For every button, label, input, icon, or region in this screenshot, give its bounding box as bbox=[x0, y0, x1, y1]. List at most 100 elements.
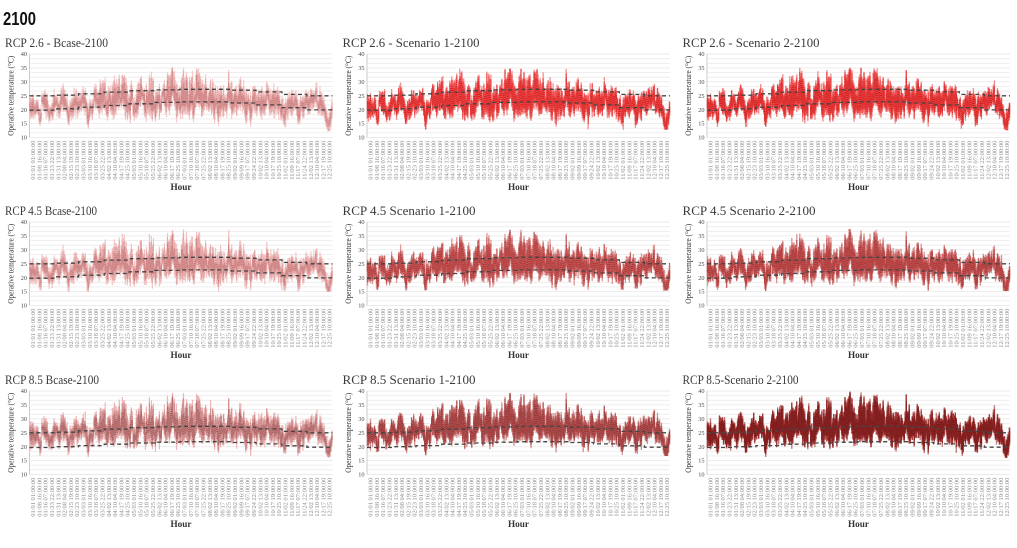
svg-text:02/08 04:00:00: 02/08 04:00:00 bbox=[63, 141, 69, 180]
svg-text:03/10 16:00:00: 03/10 16:00:00 bbox=[88, 309, 94, 348]
svg-text:09/24 22:00:00: 09/24 22:00:00 bbox=[590, 309, 596, 348]
svg-text:40: 40 bbox=[698, 388, 704, 395]
svg-text:04/25 10:00:00: 04/25 10:00:00 bbox=[463, 478, 469, 517]
svg-text:09/17 07:00:00: 09/17 07:00:00 bbox=[583, 141, 589, 180]
svg-text:06/17 19:00:00: 06/17 19:00:00 bbox=[847, 141, 853, 180]
svg-text:08/17 19:00:00: 08/17 19:00:00 bbox=[220, 309, 226, 348]
svg-text:03/03 01:00:00: 03/03 01:00:00 bbox=[82, 141, 88, 180]
svg-text:04/02 13:00:00: 04/02 13:00:00 bbox=[107, 478, 113, 517]
svg-text:10/17 19:00:00: 10/17 19:00:00 bbox=[271, 478, 277, 517]
svg-text:10: 10 bbox=[698, 135, 704, 142]
svg-text:01/08 16:00:00: 01/08 16:00:00 bbox=[375, 141, 381, 180]
svg-text:03/10 16:00:00: 03/10 16:00:00 bbox=[88, 141, 94, 180]
svg-text:12/25 10:00:00: 12/25 10:00:00 bbox=[1005, 478, 1011, 517]
svg-text:03/18 07:00:00: 03/18 07:00:00 bbox=[94, 141, 100, 180]
svg-text:07/03 01:00:00: 07/03 01:00:00 bbox=[860, 309, 866, 348]
svg-text:07/18 07:00:00: 07/18 07:00:00 bbox=[533, 478, 539, 517]
svg-text:10/10 04:00:00: 10/10 04:00:00 bbox=[265, 141, 271, 180]
svg-text:03/18 07:00:00: 03/18 07:00:00 bbox=[432, 309, 438, 348]
svg-text:03/18 07:00:00: 03/18 07:00:00 bbox=[94, 309, 100, 348]
svg-text:30: 30 bbox=[358, 416, 364, 423]
svg-text:12/02 13:00:00: 12/02 13:00:00 bbox=[646, 309, 652, 348]
svg-text:11/09 16:00:00: 11/09 16:00:00 bbox=[967, 141, 973, 180]
svg-text:03/03 01:00:00: 03/03 01:00:00 bbox=[759, 309, 765, 348]
svg-text:12/10 04:00:00: 12/10 04:00:00 bbox=[993, 141, 999, 180]
svg-text:12/02 13:00:00: 12/02 13:00:00 bbox=[646, 478, 652, 517]
svg-text:12/17 19:00:00: 12/17 19:00:00 bbox=[659, 141, 665, 180]
svg-text:11/02 01:00:00: 11/02 01:00:00 bbox=[621, 309, 627, 348]
svg-text:10/02 13:00:00: 10/02 13:00:00 bbox=[936, 141, 942, 180]
svg-text:05/25 22:00:00: 05/25 22:00:00 bbox=[151, 141, 157, 180]
svg-text:04/25 10:00:00: 04/25 10:00:00 bbox=[126, 309, 132, 348]
svg-text:10/10 04:00:00: 10/10 04:00:00 bbox=[602, 141, 608, 180]
svg-text:07/25 22:00:00: 07/25 22:00:00 bbox=[879, 309, 885, 348]
svg-text:03/18 07:00:00: 03/18 07:00:00 bbox=[432, 478, 438, 517]
svg-text:11/02 01:00:00: 11/02 01:00:00 bbox=[284, 478, 290, 517]
svg-text:10: 10 bbox=[21, 303, 27, 310]
svg-text:05/25 22:00:00: 05/25 22:00:00 bbox=[151, 478, 157, 517]
svg-text:10/17 19:00:00: 10/17 19:00:00 bbox=[948, 309, 954, 348]
svg-text:15: 15 bbox=[698, 121, 704, 128]
svg-text:10/25 10:00:00: 10/25 10:00:00 bbox=[955, 141, 961, 180]
svg-text:11/17 07:00:00: 11/17 07:00:00 bbox=[296, 478, 302, 517]
svg-text:12/02 13:00:00: 12/02 13:00:00 bbox=[986, 141, 992, 180]
svg-text:RCP 2.6 - Scenario 2-2100: RCP 2.6 - Scenario 2-2100 bbox=[683, 36, 820, 50]
svg-text:11/17 07:00:00: 11/17 07:00:00 bbox=[634, 309, 640, 348]
svg-text:02/15 19:00:00: 02/15 19:00:00 bbox=[69, 478, 75, 517]
svg-text:01/31 13:00:00: 01/31 13:00:00 bbox=[56, 141, 62, 180]
svg-text:10/25 10:00:00: 10/25 10:00:00 bbox=[277, 141, 283, 180]
svg-text:09/09 16:00:00: 09/09 16:00:00 bbox=[239, 309, 245, 348]
svg-text:04/17 19:00:00: 04/17 19:00:00 bbox=[797, 141, 803, 180]
svg-text:11/09 16:00:00: 11/09 16:00:00 bbox=[290, 309, 296, 348]
svg-text:09/02 01:00:00: 09/02 01:00:00 bbox=[911, 478, 917, 517]
svg-text:07/25 22:00:00: 07/25 22:00:00 bbox=[539, 141, 545, 180]
svg-text:07/25 22:00:00: 07/25 22:00:00 bbox=[539, 309, 545, 348]
svg-text:01/08 16:00:00: 01/08 16:00:00 bbox=[37, 309, 43, 348]
svg-text:06/10 04:00:00: 06/10 04:00:00 bbox=[164, 309, 170, 348]
svg-text:06/02 13:00:00: 06/02 13:00:00 bbox=[157, 309, 163, 348]
svg-text:11/09 16:00:00: 11/09 16:00:00 bbox=[627, 141, 633, 180]
svg-text:05/10 16:00:00: 05/10 16:00:00 bbox=[476, 141, 482, 180]
svg-text:07/25 22:00:00: 07/25 22:00:00 bbox=[539, 478, 545, 517]
svg-text:05/18 07:00:00: 05/18 07:00:00 bbox=[482, 478, 488, 517]
svg-text:01/01 01:00:00: 01/01 01:00:00 bbox=[369, 478, 375, 517]
svg-text:08/10 04:00:00: 08/10 04:00:00 bbox=[892, 141, 898, 180]
svg-text:10/02 13:00:00: 10/02 13:00:00 bbox=[596, 141, 602, 180]
svg-text:09/09 16:00:00: 09/09 16:00:00 bbox=[917, 141, 923, 180]
svg-text:06/17 19:00:00: 06/17 19:00:00 bbox=[847, 478, 853, 517]
svg-text:35: 35 bbox=[21, 233, 27, 240]
svg-text:Hour: Hour bbox=[848, 519, 869, 529]
svg-text:09/24 22:00:00: 09/24 22:00:00 bbox=[930, 309, 936, 348]
svg-text:12/17 19:00:00: 12/17 19:00:00 bbox=[659, 478, 665, 517]
svg-text:03/18 07:00:00: 03/18 07:00:00 bbox=[94, 478, 100, 517]
svg-text:01/08 16:00:00: 01/08 16:00:00 bbox=[37, 478, 43, 517]
svg-text:01/31 13:00:00: 01/31 13:00:00 bbox=[734, 309, 740, 348]
svg-text:30: 30 bbox=[358, 79, 364, 86]
svg-text:10/25 10:00:00: 10/25 10:00:00 bbox=[277, 478, 283, 517]
svg-text:10/02 13:00:00: 10/02 13:00:00 bbox=[936, 478, 942, 517]
svg-text:04/25 10:00:00: 04/25 10:00:00 bbox=[126, 478, 132, 517]
svg-text:07/03 01:00:00: 07/03 01:00:00 bbox=[183, 141, 189, 180]
svg-text:08/25 10:00:00: 08/25 10:00:00 bbox=[564, 478, 570, 517]
svg-text:10/17 19:00:00: 10/17 19:00:00 bbox=[271, 309, 277, 348]
svg-text:12/02 13:00:00: 12/02 13:00:00 bbox=[986, 309, 992, 348]
svg-text:02/23 10:00:00: 02/23 10:00:00 bbox=[75, 309, 81, 348]
svg-text:08/17 19:00:00: 08/17 19:00:00 bbox=[898, 141, 904, 180]
svg-text:02/08 04:00:00: 02/08 04:00:00 bbox=[740, 478, 746, 517]
svg-text:25: 25 bbox=[698, 93, 704, 100]
svg-text:08/17 19:00:00: 08/17 19:00:00 bbox=[898, 478, 904, 517]
svg-text:06/17 19:00:00: 06/17 19:00:00 bbox=[507, 478, 513, 517]
svg-text:06/10 04:00:00: 06/10 04:00:00 bbox=[841, 141, 847, 180]
svg-text:RCP 2.6 - Scenario 1-2100: RCP 2.6 - Scenario 1-2100 bbox=[343, 36, 480, 50]
svg-text:05/18 07:00:00: 05/18 07:00:00 bbox=[822, 309, 828, 348]
svg-text:01/31 13:00:00: 01/31 13:00:00 bbox=[394, 309, 400, 348]
svg-text:01/01 01:00:00: 01/01 01:00:00 bbox=[369, 309, 375, 348]
svg-text:05/03 01:00:00: 05/03 01:00:00 bbox=[132, 141, 138, 180]
svg-text:09/09 16:00:00: 09/09 16:00:00 bbox=[917, 478, 923, 517]
svg-text:08/25 10:00:00: 08/25 10:00:00 bbox=[564, 309, 570, 348]
svg-text:11/24 22:00:00: 11/24 22:00:00 bbox=[640, 309, 646, 348]
svg-text:01/23 22:00:00: 01/23 22:00:00 bbox=[388, 141, 394, 180]
svg-text:09/02 01:00:00: 09/02 01:00:00 bbox=[911, 309, 917, 348]
svg-text:06/10 04:00:00: 06/10 04:00:00 bbox=[841, 309, 847, 348]
svg-text:10/02 13:00:00: 10/02 13:00:00 bbox=[936, 309, 942, 348]
